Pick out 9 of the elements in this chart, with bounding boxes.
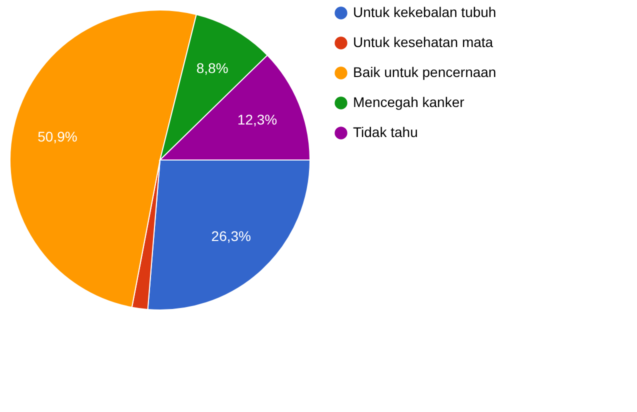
legend-label: Baik untuk pencernaan (353, 64, 496, 80)
data-label: 12,3% (237, 111, 278, 128)
legend-label: Untuk kekebalan tubuh (353, 4, 496, 20)
legend-label: Untuk kesehatan mata (353, 34, 494, 50)
legend-label: Tidak tahu (353, 124, 418, 140)
legend-label: Mencegah kanker (353, 94, 465, 110)
data-label: 8,8% (196, 60, 228, 76)
data-label: 50,9% (38, 128, 78, 144)
data-label: 26,3% (211, 228, 252, 244)
